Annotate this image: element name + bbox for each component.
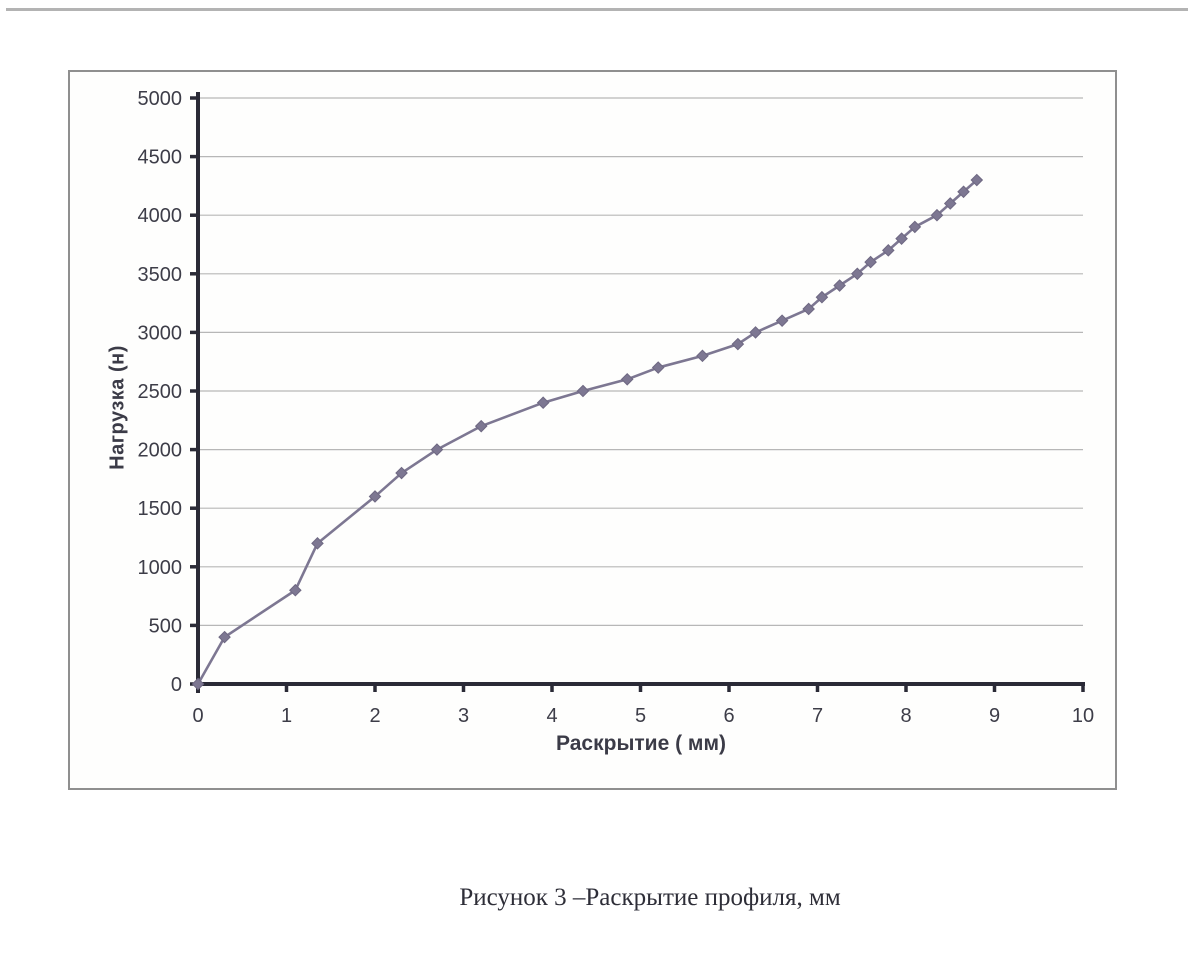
data-point-marker [749,326,762,339]
y-tick-label: 1000 [138,557,183,579]
y-tick-label: 4500 [138,147,183,169]
x-tick-label: 8 [900,705,911,727]
x-tick-label: 1 [281,705,292,727]
x-tick-label: 6 [723,705,734,727]
data-point-marker [430,443,444,456]
data-point-marker [930,208,944,222]
y-tick-label: 500 [149,615,182,637]
data-point-marker [651,361,665,374]
data-point-marker [881,244,895,257]
scan-artifact-line [6,8,1188,11]
data-point-marker [620,372,634,386]
data-point-marker [731,337,745,351]
x-tick-label: 9 [989,705,1000,727]
data-point-marker [191,677,205,691]
data-point-marker [368,490,382,503]
chart-canvas: 0 500 1000 1500 2000 2500 3000 3500 4000 4500 5000… [138,88,1095,727]
data-point-marker [536,396,550,410]
data-point-marker [815,290,829,304]
y-tick-label: 4000 [138,205,183,227]
x-tick-label: 10 [1072,705,1094,727]
data-point-marker [802,302,815,316]
chart-frame: 0 500 1000 1500 2000 2500 3000 3500 4000 4500 5000… [68,70,1117,790]
data-point-marker [289,583,302,597]
data-point-marker [395,466,408,480]
data-series-line [196,178,979,686]
data-point-marker [576,384,590,398]
y-tick-label: 2000 [138,440,183,462]
data-point-marker [895,232,908,245]
x-tick-label: 3 [458,705,469,727]
y-tick-label: 1500 [138,498,183,520]
x-tick-label: 2 [369,705,380,727]
data-point-marker [311,537,324,550]
data-point-marker [851,267,864,281]
data-point-marker [218,630,231,644]
data-point-marker [957,185,970,199]
y-tick-label: 0 [171,674,182,696]
data-point-marker [864,255,877,269]
x-tick-label: 4 [546,705,557,727]
x-tick-label: 7 [812,705,823,727]
x-axis-title: Раскрытие ( мм) [556,732,726,755]
data-point-marker [908,220,922,234]
figure-caption: Рисунок 3 –Раскрытие профиля, мм [459,884,841,911]
y-axis-title: Нагрузка (н) [106,345,129,470]
data-point-marker [696,349,709,363]
y-tick-label: 3000 [138,322,183,344]
data-point-marker [970,173,984,187]
data-point-marker [943,197,957,210]
data-point-marker [775,314,789,327]
x-tick-label: 0 [192,705,203,727]
y-tick-label: 5000 [138,88,183,110]
x-tick-label: 5 [635,705,646,727]
y-tick-label: 3500 [138,264,183,286]
data-point-marker [833,279,846,292]
data-point-marker [474,419,488,433]
y-tick-label: 2500 [138,381,183,403]
